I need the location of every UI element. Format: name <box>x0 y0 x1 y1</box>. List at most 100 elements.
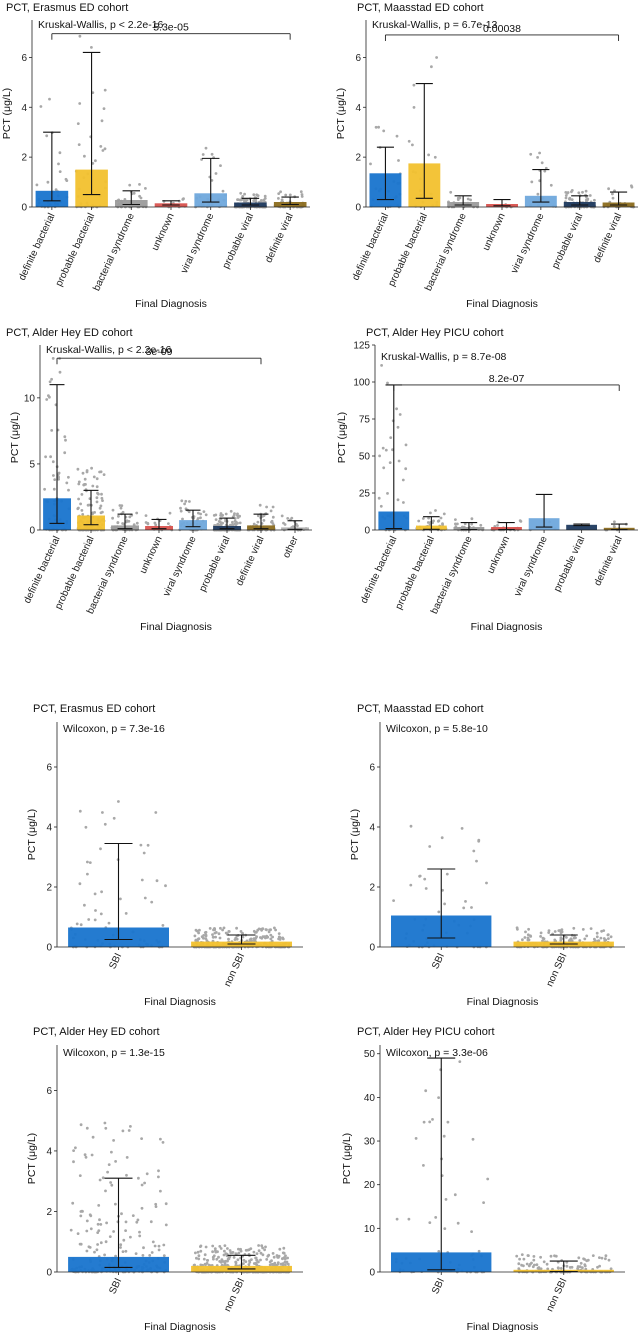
data-point <box>275 1254 279 1257</box>
data-point <box>584 189 588 193</box>
data-point <box>280 514 284 518</box>
data-point <box>58 151 62 155</box>
test-statistic: Kruskal-Wallis, p = 6.7e-13 <box>372 19 498 31</box>
data-point <box>234 523 238 527</box>
data-point <box>197 1254 201 1258</box>
test-statistic: Wilcoxon, p = 5.8e-10 <box>386 723 488 735</box>
data-point <box>389 436 393 439</box>
x-tick-label: definite viral <box>234 535 267 588</box>
data-point <box>256 194 260 198</box>
data-point <box>377 125 380 129</box>
data-point <box>407 1217 411 1221</box>
data-point <box>159 1189 162 1193</box>
x-axis-label: Final Diagnosis <box>140 621 212 633</box>
data-point <box>143 896 147 900</box>
data-point <box>219 926 222 930</box>
data-point <box>456 522 459 526</box>
data-point <box>118 504 122 507</box>
data-point <box>460 827 464 830</box>
data-point <box>284 1263 287 1267</box>
data-point <box>409 824 413 828</box>
y-tick-label: 25 <box>359 489 371 500</box>
data-point <box>466 197 470 201</box>
y-tick-label: 0 <box>369 1268 375 1279</box>
data-point <box>151 1240 155 1244</box>
chart-title: PCT, Erasmus ED cohort <box>33 703 155 715</box>
data-point <box>211 1244 215 1248</box>
data-point <box>202 510 206 513</box>
data-point <box>471 1137 475 1141</box>
data-point <box>553 938 557 942</box>
chart-title: PCT, Maasstad ED cohort <box>357 703 484 715</box>
data-point <box>286 1256 289 1260</box>
data-point <box>454 518 457 521</box>
data-point <box>246 1248 250 1252</box>
data-points <box>43 357 308 532</box>
data-point <box>101 1176 105 1180</box>
data-point <box>132 523 136 527</box>
data-point <box>271 1252 275 1255</box>
data-point <box>95 496 99 500</box>
data-point <box>153 1244 157 1248</box>
data-point <box>565 936 568 939</box>
data-point <box>216 522 220 526</box>
data-point <box>437 1250 441 1253</box>
data-point <box>104 1189 107 1193</box>
error-bar-SBI <box>104 842 133 941</box>
data-point <box>99 145 103 148</box>
bracket-p-value: 8.2e-07 <box>489 373 525 385</box>
data-point <box>108 1235 112 1238</box>
data-point <box>396 498 400 502</box>
data-point <box>530 180 534 184</box>
data-point <box>520 1253 524 1256</box>
error-bar-viral-syndrome <box>532 169 550 203</box>
data-point <box>270 520 273 524</box>
data-point <box>538 151 541 155</box>
data-point <box>100 119 104 123</box>
data-point <box>157 1169 160 1173</box>
error-bar-unknown <box>498 522 515 531</box>
data-point <box>213 927 217 931</box>
data-point <box>470 1230 473 1233</box>
data-point <box>264 928 268 931</box>
x-tick-label: SBI <box>107 952 124 971</box>
data-point <box>78 809 82 813</box>
data-point <box>167 522 170 525</box>
data-point <box>229 509 233 513</box>
data-point <box>442 512 446 516</box>
data-point <box>517 1262 521 1266</box>
data-point <box>568 197 572 201</box>
data-point <box>269 509 273 513</box>
data-point <box>529 152 533 156</box>
data-point <box>239 1247 243 1251</box>
error-bar-definite-viral <box>610 191 628 206</box>
x-tick-label: viral syndrome <box>509 211 547 275</box>
data-point <box>78 34 82 38</box>
data-point <box>197 511 200 515</box>
y-axis-label: PCT (μg/L) <box>26 1133 38 1184</box>
data-point <box>236 514 239 517</box>
x-tick-label: non SBI <box>222 952 247 989</box>
data-point <box>86 872 89 876</box>
data-point <box>94 159 97 163</box>
data-point <box>440 836 444 840</box>
data-point <box>472 849 476 853</box>
data-point <box>214 935 218 939</box>
data-point <box>564 196 568 200</box>
error-bar-viral-syndrome <box>535 493 553 528</box>
data-point <box>271 515 275 519</box>
error-bar-definite-viral <box>610 523 628 531</box>
data-point <box>154 1202 158 1206</box>
data-point <box>45 134 49 138</box>
data-point <box>581 1266 584 1270</box>
data-point <box>223 1249 226 1253</box>
data-point <box>184 507 188 511</box>
x-tick-label: SBI <box>107 1277 124 1296</box>
data-point <box>76 507 80 511</box>
data-point <box>253 931 257 934</box>
x-tick-label: definite bacterial <box>22 535 63 606</box>
data-point <box>529 935 533 938</box>
data-point <box>227 930 231 933</box>
data-point <box>570 189 574 192</box>
data-point <box>84 483 87 486</box>
